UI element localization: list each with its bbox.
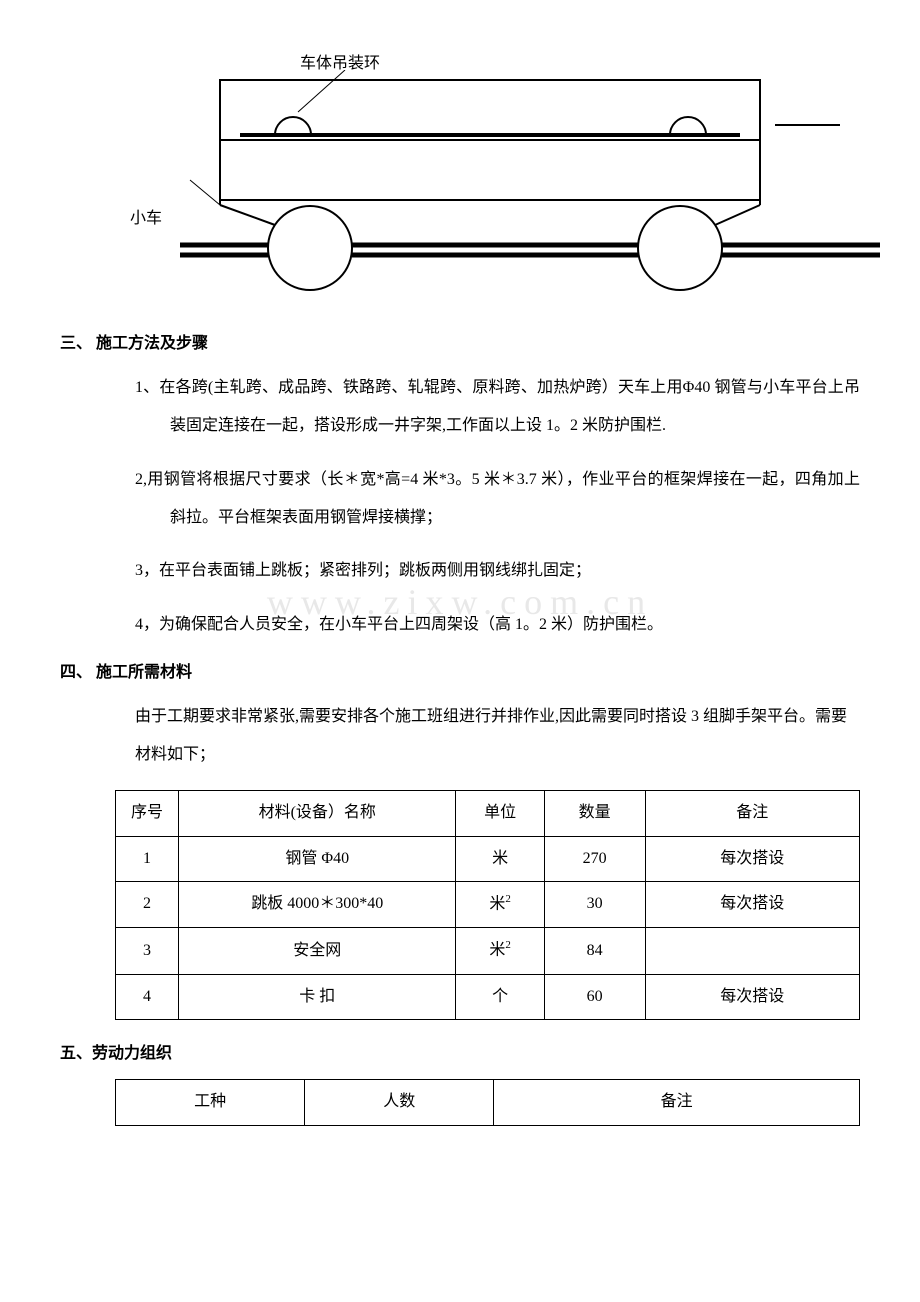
cell-qty: 270: [544, 836, 645, 882]
header-labor-note: 备注: [494, 1080, 860, 1126]
table-row: 4 卡 扣 个 60 每次搭设: [116, 974, 860, 1020]
cell-note: 每次搭设: [645, 882, 859, 928]
table-header-row: 序号 材料(设备）名称 单位 数量 备注: [116, 790, 860, 836]
cell-qty: 30: [544, 882, 645, 928]
cell-name: 跳板 4000＊300*40: [179, 882, 456, 928]
cell-unit: 米2: [456, 928, 544, 974]
header-count: 人数: [305, 1080, 494, 1126]
section-4-heading: 四、 施工所需材料: [60, 659, 860, 688]
header-seq: 序号: [116, 790, 179, 836]
table-row: 3 安全网 米2 84: [116, 928, 860, 974]
cell-name: 安全网: [179, 928, 456, 974]
table-row: 1 钢管 Φ40 米 270 每次搭设: [116, 836, 860, 882]
materials-table: 序号 材料(设备）名称 单位 数量 备注 1 钢管 Φ40 米 270 每次搭设…: [115, 790, 860, 1021]
header-type: 工种: [116, 1080, 305, 1126]
header-qty: 数量: [544, 790, 645, 836]
cell-unit: 个: [456, 974, 544, 1020]
labor-table: 工种 人数 备注: [115, 1079, 860, 1126]
table-header-row: 工种 人数 备注: [116, 1080, 860, 1126]
cell-seq: 4: [116, 974, 179, 1020]
section-3-item-4: 4，为确保配合人员安全，在小车平台上四周架设（高 1。2 米）防护围栏。: [135, 606, 860, 644]
cell-qty: 84: [544, 928, 645, 974]
section-4-intro: 由于工期要求非常紧张,需要安排各个施工班组进行并排作业,因此需要同时搭设 3 组…: [135, 698, 860, 775]
cell-seq: 3: [116, 928, 179, 974]
cell-unit: 米2: [456, 882, 544, 928]
cart-diagram: [180, 70, 880, 300]
header-unit: 单位: [456, 790, 544, 836]
cell-unit: 米: [456, 836, 544, 882]
cell-note: 每次搭设: [645, 836, 859, 882]
section-3-item-2: 2,用钢管将根据尺寸要求（长＊宽*高=4 米*3。5 米＊3.7 米），作业平台…: [135, 461, 860, 538]
diagram-label-side: 小车: [130, 205, 162, 234]
header-note: 备注: [645, 790, 859, 836]
section-3-item-3: 3，在平台表面铺上跳板；紧密排列；跳板两侧用钢线绑扎固定；: [135, 552, 860, 590]
cell-name: 卡 扣: [179, 974, 456, 1020]
cell-seq: 2: [116, 882, 179, 928]
cell-seq: 1: [116, 836, 179, 882]
cell-qty: 60: [544, 974, 645, 1020]
cell-name: 钢管 Φ40: [179, 836, 456, 882]
table-row: 2 跳板 4000＊300*40 米2 30 每次搭设: [116, 882, 860, 928]
section-3-heading: 三、 施工方法及步骤: [60, 330, 860, 359]
cell-note: [645, 928, 859, 974]
cell-note: 每次搭设: [645, 974, 859, 1020]
section-5-heading: 五、劳动力组织: [60, 1040, 860, 1069]
section-3-item-1: 1、在各跨(主轧跨、成品跨、铁路跨、轧辊跨、原料跨、加热炉跨）天车上用Φ40 钢…: [135, 369, 860, 446]
header-name: 材料(设备）名称: [179, 790, 456, 836]
